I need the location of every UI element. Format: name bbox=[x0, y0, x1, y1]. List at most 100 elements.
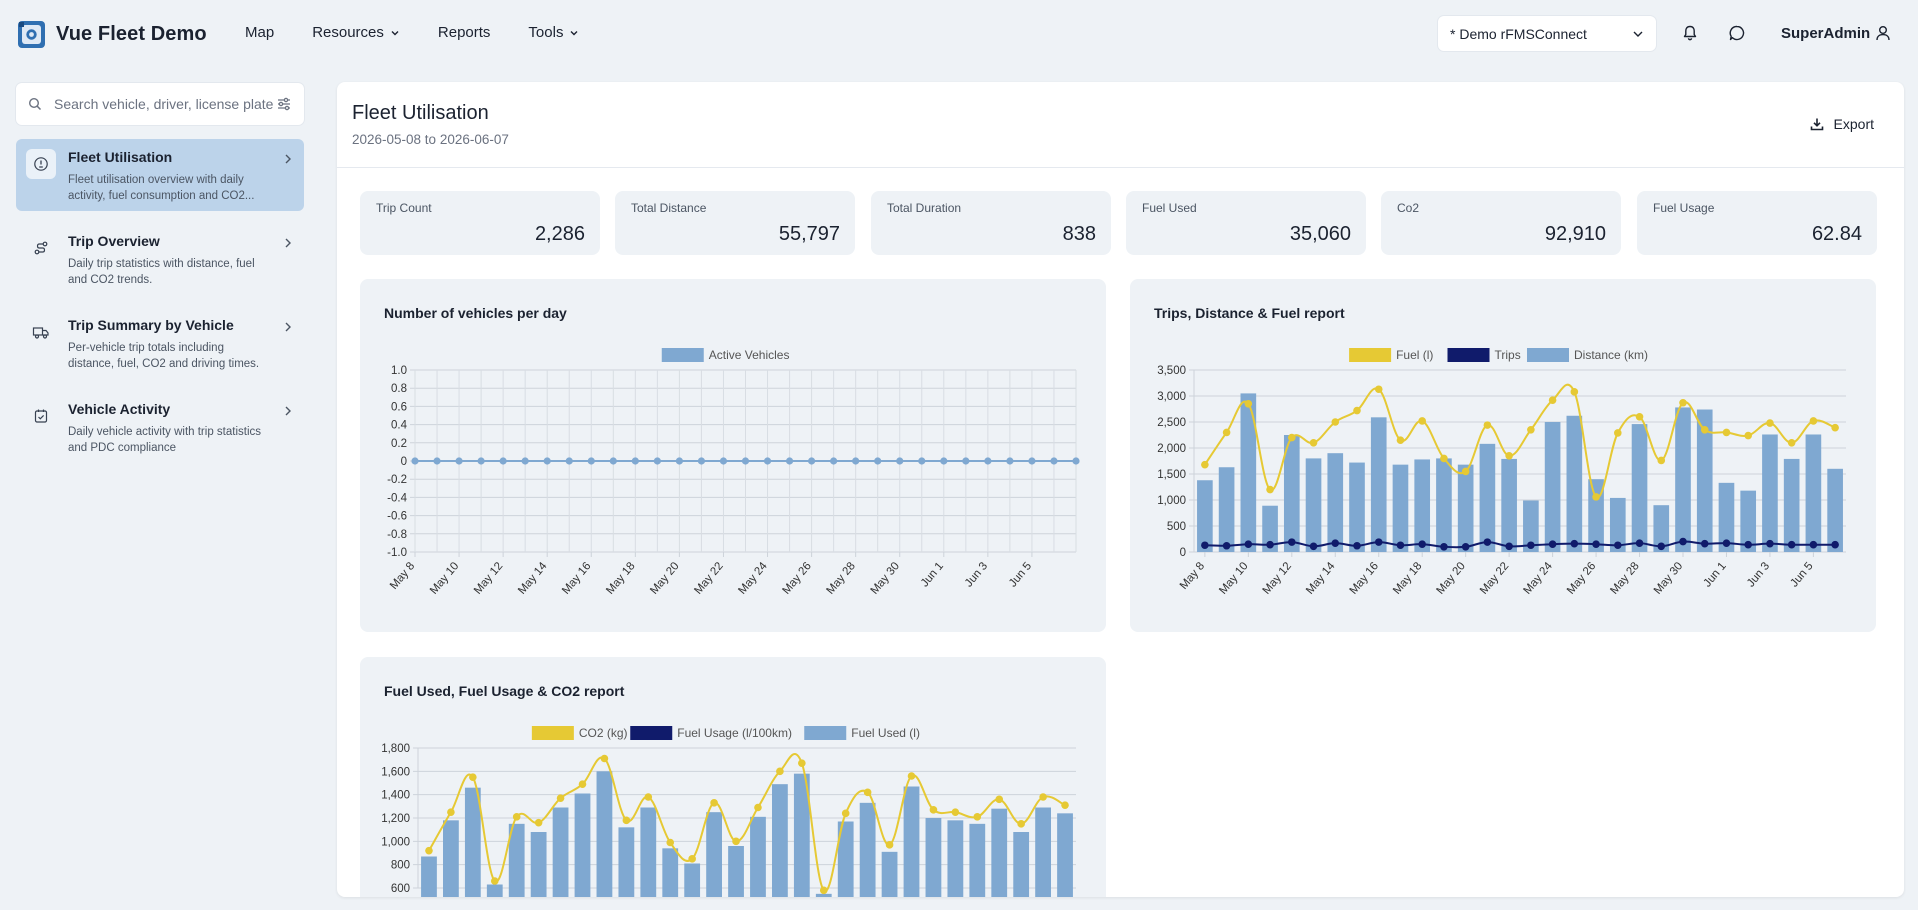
truck-icon bbox=[26, 317, 56, 347]
search-input[interactable] bbox=[52, 95, 276, 113]
bar-fuel-used bbox=[464, 787, 481, 897]
export-button[interactable]: Export bbox=[1810, 116, 1874, 132]
bar-distance bbox=[1218, 467, 1235, 552]
data-point-trips bbox=[1505, 542, 1513, 551]
data-point-co2 bbox=[973, 813, 982, 821]
bar-distance bbox=[1762, 434, 1778, 552]
data-point-fuel bbox=[1353, 406, 1361, 415]
y-tick-label: -1.0 bbox=[387, 547, 407, 559]
stat-value: 55,797 bbox=[778, 223, 840, 245]
data-point-trips bbox=[1635, 539, 1644, 547]
y-tick-label: 1,500 bbox=[1157, 469, 1186, 481]
data-point-fuel bbox=[1222, 428, 1231, 437]
chat-icon[interactable] bbox=[1728, 24, 1746, 42]
page-header: Fleet Utilisation 2026-05-08 to 2026-06-… bbox=[337, 82, 1904, 168]
data-point-fuel bbox=[1461, 467, 1470, 476]
bar-distance bbox=[1240, 393, 1257, 552]
data-point-fuel bbox=[1657, 456, 1666, 465]
data-point-active-vehicles bbox=[499, 457, 507, 465]
bar-distance bbox=[1479, 443, 1496, 552]
user-icon[interactable] bbox=[1874, 24, 1892, 42]
chart-title: Fuel Used, Fuel Usage & CO2 report bbox=[384, 683, 625, 699]
y-tick-label: 3,500 bbox=[1157, 365, 1186, 377]
data-point-co2 bbox=[798, 759, 806, 767]
bar-fuel-used bbox=[443, 820, 459, 897]
y-tick-label: 1,400 bbox=[381, 790, 410, 802]
stat-card-fuel-used: Fuel Used 35,060 bbox=[1126, 191, 1366, 255]
brand[interactable]: Vue Fleet Demo bbox=[17, 20, 207, 49]
data-point-active-vehicles bbox=[808, 457, 816, 465]
bell-icon[interactable] bbox=[1681, 24, 1699, 42]
stat-card-total-distance: Total Distance 55,797 bbox=[615, 191, 855, 255]
search-box[interactable] bbox=[16, 83, 304, 125]
data-point-fuel bbox=[1592, 493, 1600, 501]
fleet-select[interactable]: * Demo rFMSConnect bbox=[1438, 16, 1656, 51]
data-point-active-vehicles bbox=[565, 457, 573, 465]
data-point-active-vehicles bbox=[1050, 457, 1058, 465]
data-point-active-vehicles bbox=[719, 457, 728, 465]
data-point-co2 bbox=[1039, 793, 1047, 801]
sidebar-item-title: Trip Overview bbox=[68, 233, 160, 249]
bar-distance bbox=[1783, 458, 1800, 552]
sidebar-item-title: Fleet Utilisation bbox=[68, 149, 173, 165]
data-point-co2 bbox=[929, 806, 938, 814]
bar-fuel-used bbox=[991, 808, 1008, 897]
bar-fuel-used bbox=[728, 846, 744, 897]
sidebar-item-desc: Daily trip statistics with distance, fue… bbox=[68, 258, 255, 286]
data-point-co2 bbox=[490, 877, 499, 885]
x-tick-label: Jun 3 bbox=[1745, 560, 1772, 589]
data-point-fuel bbox=[1614, 429, 1622, 437]
bar-fuel-used bbox=[618, 827, 635, 897]
nav-tools[interactable]: Tools bbox=[528, 24, 579, 41]
y-tick-label: -0.2 bbox=[387, 474, 407, 486]
chevron-right-icon bbox=[285, 406, 291, 416]
legend-label: Active Vehicles bbox=[709, 348, 790, 362]
bar-distance bbox=[1675, 407, 1691, 552]
data-point-co2 bbox=[885, 841, 894, 849]
gauge-icon bbox=[26, 149, 56, 179]
y-tick-label: 3,000 bbox=[1157, 391, 1186, 403]
data-point-fuel bbox=[1635, 413, 1644, 421]
chart-card-vehicles-per-day: Number of vehicles per day Active Vehicl… bbox=[360, 279, 1106, 632]
data-point-trips bbox=[1396, 541, 1405, 550]
x-tick-label: May 8 bbox=[388, 560, 417, 592]
main-panel: Fleet Utilisation 2026-05-08 to 2026-06-… bbox=[337, 82, 1904, 897]
nav-resources[interactable]: Resources bbox=[312, 24, 400, 41]
stat-card-trip-count: Trip Count 2,286 bbox=[360, 191, 600, 255]
data-point-active-vehicles bbox=[455, 457, 463, 465]
bar-fuel-used bbox=[596, 771, 613, 897]
bar-fuel-used bbox=[925, 818, 942, 897]
data-point-active-vehicles bbox=[830, 457, 838, 465]
sidebar-item-trip-overview[interactable]: Trip Overview Daily trip statistics with… bbox=[16, 223, 304, 295]
stat-value: 35,060 bbox=[1289, 223, 1351, 245]
x-tick-label: May 8 bbox=[1178, 560, 1207, 592]
y-tick-label: 1,800 bbox=[381, 743, 410, 755]
sidebar-item-trip-summary-by-vehicle[interactable]: Trip Summary by Vehicle Per-vehicle trip… bbox=[16, 307, 304, 379]
user-name[interactable]: SuperAdmin bbox=[1781, 25, 1871, 42]
chevron-down-icon bbox=[1633, 31, 1643, 37]
data-point-trips bbox=[1483, 538, 1492, 546]
nav-reports[interactable]: Reports bbox=[438, 24, 491, 41]
bar-distance bbox=[1262, 505, 1278, 552]
x-tick-label: May 12 bbox=[1261, 560, 1294, 597]
bar-distance bbox=[1370, 417, 1387, 552]
x-tick-label: May 18 bbox=[604, 560, 637, 597]
filter-sliders-icon[interactable] bbox=[276, 96, 292, 112]
nav-map[interactable]: Map bbox=[245, 24, 274, 41]
legend-swatch bbox=[1527, 348, 1569, 362]
stat-value: 62.84 bbox=[1811, 223, 1862, 245]
bar-fuel-used bbox=[662, 848, 679, 897]
data-point-trips bbox=[1418, 540, 1426, 548]
chevron-down-icon bbox=[570, 30, 578, 35]
data-point-active-vehicles bbox=[962, 457, 970, 465]
data-point-trips bbox=[1527, 541, 1535, 550]
data-point-fuel bbox=[1766, 419, 1774, 427]
sidebar-item-vehicle-activity[interactable]: Vehicle Activity Daily vehicle activity … bbox=[16, 391, 304, 463]
fleet-select-value: * Demo rFMSConnect bbox=[1450, 25, 1587, 42]
bar-fuel-used bbox=[750, 816, 766, 897]
bar-distance bbox=[1718, 482, 1735, 552]
y-tick-label: 0.6 bbox=[391, 401, 407, 413]
bar-fuel-used bbox=[421, 856, 437, 897]
sidebar-item-fleet-utilisation[interactable]: Fleet Utilisation Fleet utilisation over… bbox=[16, 139, 304, 211]
data-point-trips bbox=[1766, 539, 1774, 548]
